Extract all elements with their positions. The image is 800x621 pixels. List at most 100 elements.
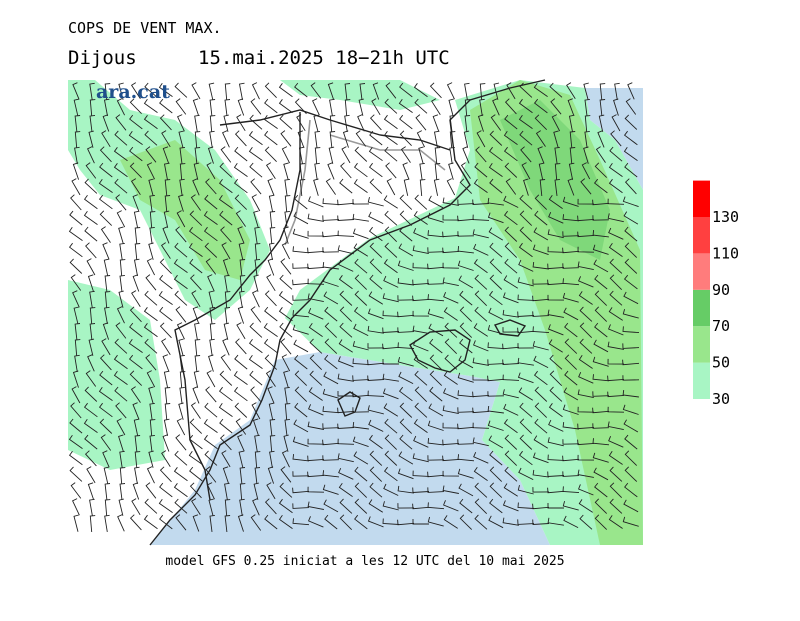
wind-barb [444, 354, 458, 370]
wind-barb [134, 227, 141, 245]
wind-barb [194, 322, 200, 340]
wind-barb [100, 434, 112, 451]
wind-barb [397, 260, 414, 271]
wind-barb [583, 82, 589, 100]
wind-30-50 [68, 280, 165, 470]
wind-barb [517, 311, 535, 317]
wind-barb [368, 162, 383, 178]
wind-barb [324, 514, 338, 530]
wind-barb [608, 515, 623, 529]
wind-barb [607, 198, 625, 205]
wind-barb [323, 499, 339, 513]
wind-barb [264, 82, 277, 99]
wind-barb [577, 406, 595, 413]
sea-calm [585, 88, 643, 190]
wind-barb [250, 178, 262, 195]
wind-barb [85, 370, 97, 387]
wind-barb [164, 179, 171, 197]
wind-barb [308, 323, 323, 337]
wind-barb [205, 466, 217, 483]
wind-barb [134, 466, 140, 484]
wind-barb [533, 227, 549, 241]
wind-barb [414, 98, 428, 114]
wind-barb [578, 499, 593, 513]
wind-barb [163, 210, 170, 228]
wind-barb [128, 131, 143, 145]
wind-barb [292, 503, 310, 509]
wind-barb [281, 354, 291, 372]
wind-barb [189, 258, 203, 274]
wind-barb [608, 163, 623, 177]
wind-barb [579, 514, 593, 530]
wind-barb [208, 498, 214, 516]
wind-barb [623, 291, 639, 305]
wind-barb [313, 178, 319, 196]
wind-barb [119, 242, 125, 260]
wind-barb [253, 482, 260, 500]
wind-barb [267, 178, 275, 196]
wind-barb [624, 178, 637, 195]
wind-barb [279, 322, 293, 338]
wind-barb [562, 471, 580, 477]
wind-barb [593, 178, 608, 194]
wind-barb [83, 194, 98, 210]
wind-barb [84, 434, 98, 450]
wind-barb [322, 231, 340, 238]
wind-barb [562, 263, 580, 269]
wind-barb [464, 115, 471, 133]
wind-barb [399, 194, 413, 210]
wind-barb [427, 212, 444, 223]
wind-barb [278, 99, 293, 114]
wind-barb [369, 466, 383, 482]
wind-barb [459, 514, 473, 530]
wind-barb [173, 274, 188, 290]
wind-barb [74, 115, 81, 133]
wind-barb [179, 371, 186, 389]
legend-label: 70 [712, 317, 730, 335]
wind-barb [599, 99, 606, 117]
wind-barb [327, 82, 335, 100]
wind-barb [149, 194, 155, 212]
wind-barb [205, 386, 217, 403]
wind-barb [594, 274, 608, 290]
wind-barb [623, 499, 639, 513]
wind-barb [551, 114, 561, 132]
wind-barb [70, 194, 82, 211]
wind-barb [367, 343, 385, 349]
wind-barb [71, 178, 81, 196]
wind-barb [146, 370, 156, 388]
wind-barb [503, 419, 518, 434]
wind-barb [399, 402, 413, 418]
wind-barb [128, 354, 143, 370]
wind-barb [129, 514, 142, 531]
wind-barb [418, 146, 424, 164]
legend-swatch [693, 253, 710, 290]
wind-barb [209, 115, 216, 133]
wind-barb [218, 178, 233, 194]
wind-barb [219, 162, 233, 178]
wind-barb [608, 436, 624, 448]
wind-barb [443, 307, 458, 321]
wind-barb [609, 498, 623, 514]
wind-barb [457, 390, 475, 398]
wind-barb [608, 178, 623, 194]
wind-barb [607, 421, 624, 431]
wind-barb [337, 215, 355, 221]
wind-barb [460, 162, 471, 179]
wind-barb [368, 499, 384, 513]
wind-barb [607, 341, 624, 350]
wind-barb [427, 420, 444, 431]
wind-barb [338, 483, 353, 497]
wind-barb [158, 499, 173, 513]
wind-barb [176, 322, 185, 340]
wind-barb [518, 450, 533, 466]
wind-barb [221, 242, 231, 260]
wind-barb [269, 435, 276, 453]
wind-barb [353, 243, 369, 257]
wind-barb [504, 226, 518, 242]
wind-barb [253, 210, 259, 228]
wind-barb [84, 386, 98, 402]
wind-barb [268, 242, 275, 260]
wind-barb [624, 466, 638, 482]
wind-barb [188, 243, 203, 257]
